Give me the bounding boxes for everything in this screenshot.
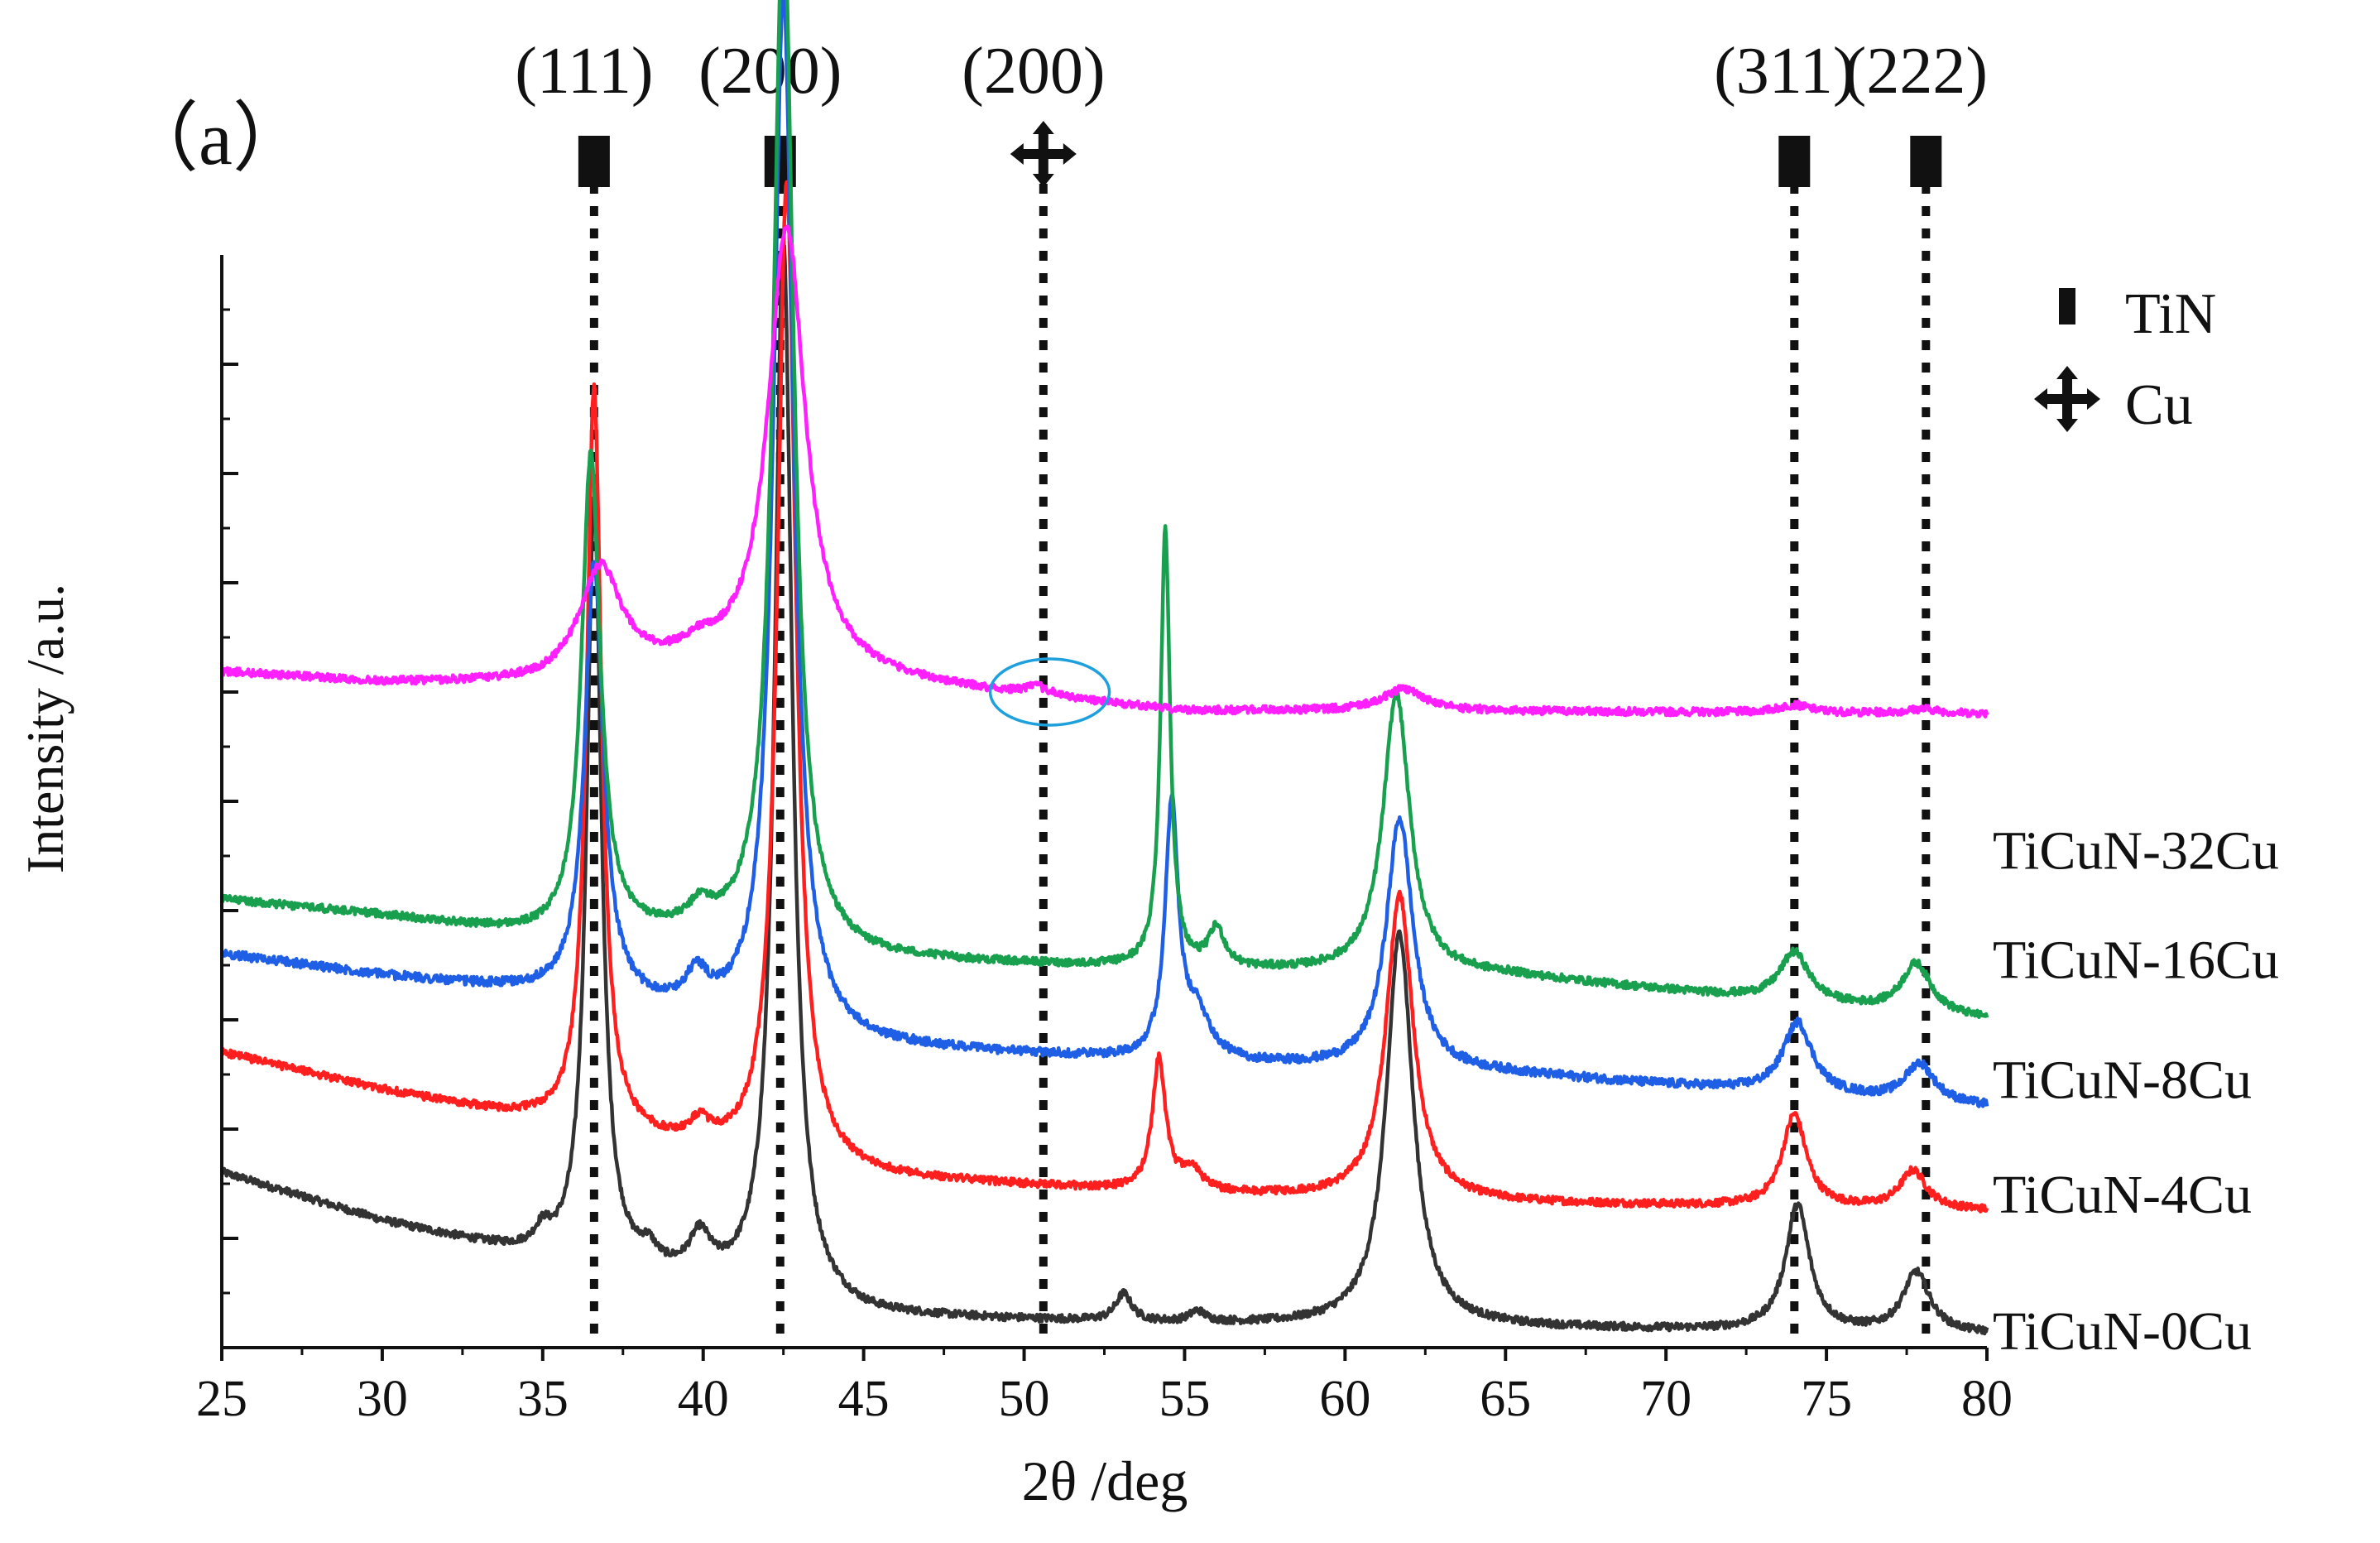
series-line — [219, 241, 1989, 1336]
legend: TiN Cu — [2034, 282, 2216, 437]
axes: 25 30 35 40 45 50 55 60 65 70 75 80 2θ /deg Intensi… — [16, 255, 2013, 1512]
x-tick-label: 65 — [1480, 1371, 1531, 1427]
x-tick-label: 70 — [1640, 1371, 1691, 1427]
legend-tin-label: TiN — [2125, 282, 2216, 346]
series-label: TiCuN-0Cu — [1993, 1301, 2252, 1362]
tin-marker — [1778, 136, 1811, 187]
series-line — [219, 0, 1989, 1020]
series-label: TiCuN-4Cu — [1993, 1165, 2252, 1225]
reference-lines: (111) (200) (200) (311)(222) — [515, 35, 1988, 1348]
x-tick-label: 45 — [838, 1371, 890, 1427]
hkl-label: (311) — [1714, 35, 1855, 108]
hkl-label: (111) — [515, 35, 653, 108]
hkl-label: (200) — [962, 35, 1105, 108]
series-label: TiCuN-8Cu — [1993, 1050, 2252, 1111]
series-label: TiCuN-32Cu — [1993, 820, 2279, 881]
annotation-layer — [988, 657, 1111, 727]
tin-marker — [1910, 136, 1942, 187]
x-axis-title: 2θ /deg — [1022, 1449, 1188, 1512]
x-tick-label: 80 — [1961, 1371, 2013, 1427]
legend-cu-label: Cu — [2125, 373, 2193, 437]
tin-marker — [578, 136, 610, 187]
series-line — [219, 0, 1989, 1108]
series-label: TiCuN-16Cu — [1993, 930, 2279, 990]
hkl-label: (200) — [698, 35, 842, 108]
hkl-label: (222) — [1845, 35, 1988, 108]
x-tick-label: 55 — [1159, 1371, 1210, 1427]
legend-cu-marker — [2034, 366, 2100, 432]
cu-marker — [1010, 121, 1077, 187]
x-tick-label: 50 — [999, 1371, 1050, 1427]
y-ticks — [222, 308, 238, 1295]
panel-label: （a） — [122, 96, 309, 180]
x-tick-label: 35 — [517, 1371, 569, 1427]
series-layer: TiCuN-0Cu TiCuN-4Cu TiCuN-8Cu TiCuN-16Cu TiC… — [219, 0, 2279, 1362]
series-line — [220, 224, 1989, 719]
x-tick-label: 40 — [678, 1371, 729, 1427]
x-tick-label: 75 — [1801, 1371, 1852, 1427]
x-tick-label: 60 — [1319, 1371, 1370, 1427]
legend-tin-marker — [2059, 288, 2075, 324]
x-tick-label: 30 — [357, 1371, 408, 1427]
y-axis-title: Intensity /a.u. — [16, 584, 74, 873]
x-tick-label: 25 — [196, 1371, 247, 1427]
annotation-ellipse — [988, 657, 1111, 727]
x-ticks: 25 30 35 40 45 50 55 60 65 70 75 80 — [196, 1348, 2013, 1427]
series-line — [220, 180, 1989, 1214]
